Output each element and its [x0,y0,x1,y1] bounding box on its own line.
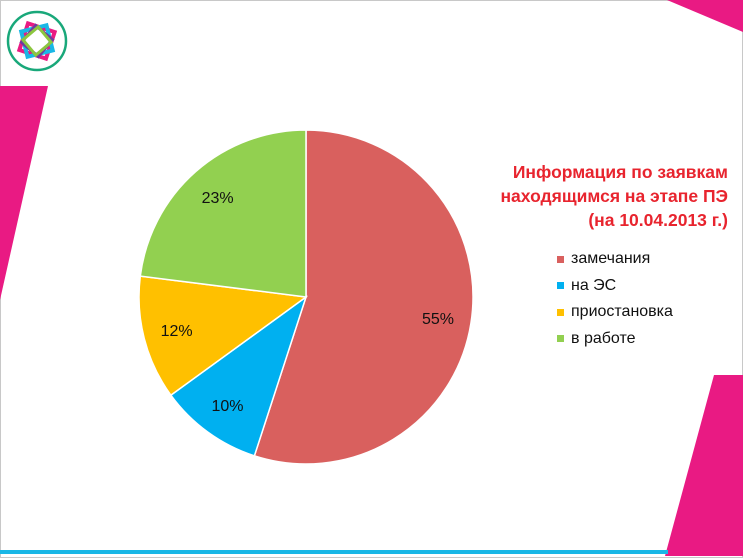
legend-swatch [557,255,564,263]
chart-title-line-2: находящимся на этапе ПЭ [500,186,728,206]
pie-label-zamechaniya: 55% [422,311,454,328]
pie-slice-priostanovka [138,275,308,397]
bottom-right-magenta-stripe [665,375,743,556]
bottom-cyan-line [0,550,668,554]
chart-title-line-3: (на 10.04.2013 г.) [588,210,728,230]
legend: замечания на ЭС приостановка в работе [557,246,673,352]
legend-item-v-rabote: в работе [557,326,673,353]
legend-item-priostanovka: приостановка [557,299,673,326]
pie-label-priostanovka: 12% [161,323,193,340]
legend-label: на ЭС [571,276,617,294]
legend-item-na-es: на ЭС [557,273,673,300]
legend-swatch [557,335,564,343]
pie-slice-na-es [169,295,308,457]
pie-label-na-es: 10% [211,398,243,415]
pie-chart: 55% 10% 12% 23% [138,129,474,465]
legend-label: в работе [571,329,636,347]
legend-swatch [557,282,564,290]
pie-slice-zamechaniya [253,129,474,465]
legend-label: приостановка [571,303,673,321]
chart-title-line-1: Информация по заявкам [512,162,728,182]
left-magenta-stripe [0,86,48,300]
legend-label: замечания [571,250,651,268]
chart-title: Информация по заявкам находящимся на эта… [420,160,728,232]
legend-item-zamechaniya: замечания [557,246,673,273]
legend-swatch [557,308,564,316]
logo [6,10,68,72]
pie-slice-v-rabote [139,129,307,298]
pie-label-v-rabote: 23% [202,190,234,207]
top-right-magenta-corner [667,0,743,32]
